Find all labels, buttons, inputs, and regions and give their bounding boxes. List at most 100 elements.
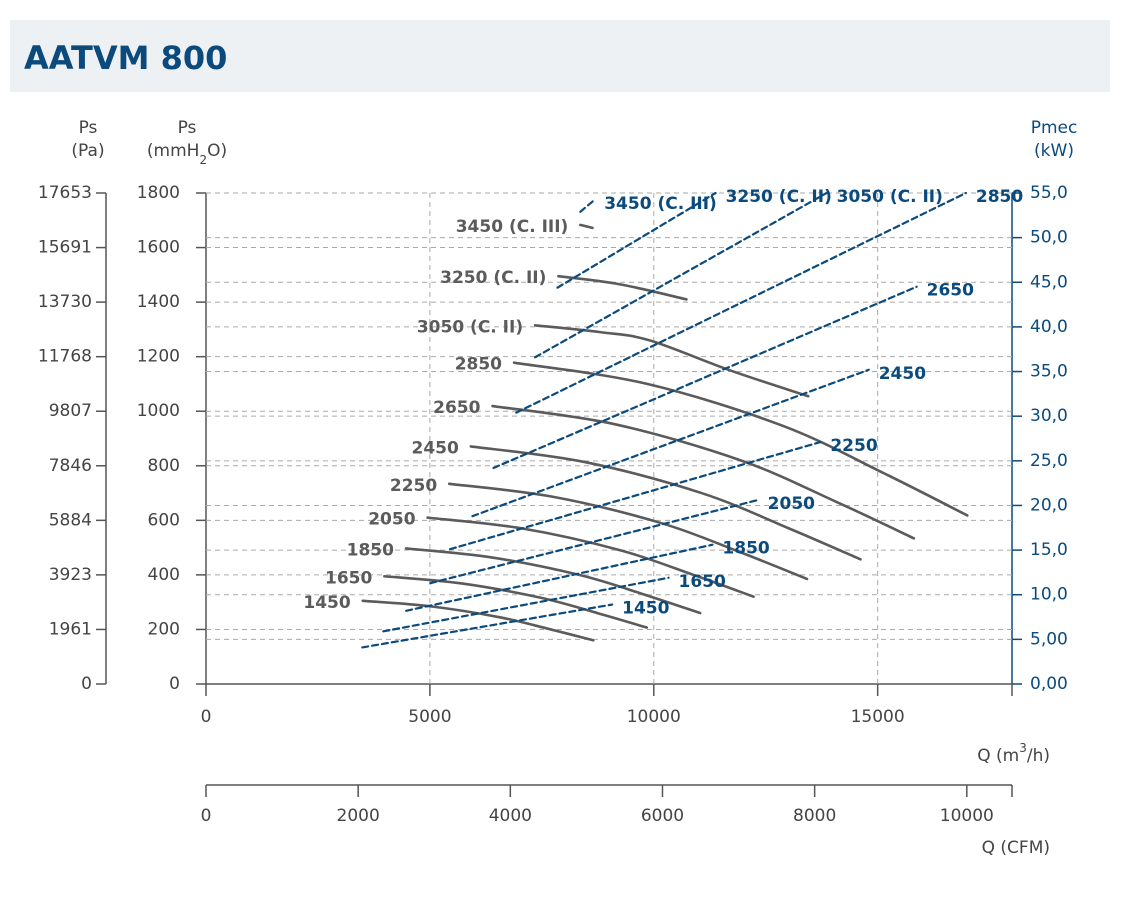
pressure-curve-label: 1850 [347,540,394,560]
header-band [10,20,1110,92]
y2-tick-label: 0,00 [1030,674,1068,694]
y-tick-label: 200 [148,619,180,639]
power-curve-label: 3450 (C. III) [604,194,717,214]
y3-tick-label: 5884 [49,510,92,530]
power-curve [429,498,759,585]
x-label-sup: 3 [1019,741,1027,755]
pressure-curve-label: 3250 (C. II) [440,268,546,288]
y3-tick-label: 0 [81,674,92,694]
power-curve [492,285,918,470]
x2-tick-label: 6000 [641,806,684,826]
y-tick-label: 400 [148,565,180,585]
y3-label: Ps [79,118,98,138]
pressure-curve [491,404,916,540]
x2-tick-label: 0 [201,806,212,826]
power-curve-label: 1850 [722,539,769,559]
power-curve-label: 2650 [927,281,974,301]
y3-tick-label: 3923 [49,565,92,585]
power-curve [382,576,670,633]
y2-label: Pmec [1031,118,1078,138]
x2-tick-label: 8000 [793,806,836,826]
y2-unit: (kW) [1034,141,1074,161]
y3-tick-label: 9807 [49,401,92,421]
y2-tick-label: 55,0 [1030,183,1068,203]
y2-tick-label: 30,0 [1030,406,1068,426]
power-curve [556,191,717,289]
y2-tick-label: 10,0 [1030,585,1068,605]
power-curve-label: 3250 (C. II) [726,187,832,207]
y-unit: (mmH2O) [147,141,227,167]
power-curve-label: 2450 [879,364,926,384]
power-curve-label: 3050 (C. II) [837,187,943,207]
y-label: Ps [178,118,197,138]
pressure-curve [512,361,969,517]
y3-tick-label: 13730 [38,292,92,312]
power-curve-label: 1650 [679,572,726,592]
x2-tick-label: 2000 [337,806,380,826]
y3-tick-label: 15691 [38,238,92,258]
pressure-curve-label: 2450 [411,438,458,458]
power-curve-label: 2250 [830,436,877,456]
y3-tick-label: 11768 [38,347,92,367]
y-unit-part: O) [207,141,227,161]
y2-tick-label: 20,0 [1030,495,1068,515]
x-tick-label: 5000 [408,707,451,727]
y-tick-label: 1400 [137,292,180,312]
x-label-part: /h) [1027,746,1050,766]
power-curve [471,368,870,518]
y3-tick-label: 7846 [49,456,92,476]
pressure-curve-label: 2050 [368,510,415,530]
power-curve [579,199,596,213]
pressure-curve-label: 2250 [390,476,437,496]
pressure-curve-label: 1450 [303,593,350,613]
x-tick-label: 15000 [851,707,905,727]
power-curve [534,191,828,359]
y3-tick-label: 17653 [38,183,92,203]
y-tick-label: 1000 [137,401,180,421]
y-unit-part: (mmH [147,141,200,161]
pressure-curve [557,274,688,301]
x2-tick-label: 10000 [940,806,994,826]
y-tick-label: 600 [148,510,180,530]
x-label-part: Q (m [977,746,1019,766]
x-tick-label: 10000 [627,707,681,727]
power-curve [515,191,967,414]
y-tick-label: 1600 [137,238,180,258]
pressure-curve-label: 3450 (C. III) [456,217,569,237]
y3-unit: (Pa) [71,141,104,161]
pressure-curve [533,323,810,398]
x2-label: Q (CFM) [982,838,1050,858]
power-curve-label: 2050 [768,494,815,514]
power-curve-label: 2850 [976,187,1023,207]
pressure-curve-label: 3050 (C. II) [417,317,523,337]
pressure-curve-label: 2650 [433,398,480,418]
y-unit-sub: 2 [199,153,207,167]
x-tick-label: 0 [201,707,212,727]
power-curve [361,603,614,649]
y2-tick-label: 35,0 [1030,362,1068,382]
pressure-curve [383,574,649,629]
pressure-curve [579,223,594,230]
y2-tick-label: 40,0 [1030,317,1068,337]
chart-title: AATVM 800 [24,39,227,77]
pressure-curve [426,516,755,599]
y2-tick-label: 15,0 [1030,540,1068,560]
pressure-curve [447,482,809,581]
y-tick-label: 1800 [137,183,180,203]
y-tick-label: 800 [148,456,180,476]
y2-tick-label: 50,0 [1030,228,1068,248]
y2-tick-label: 25,0 [1030,451,1068,471]
power-curve [405,543,714,612]
y-tick-label: 0 [169,674,180,694]
y2-tick-label: 45,0 [1030,272,1068,292]
y-tick-label: 1200 [137,347,180,367]
pressure-curve [469,445,862,561]
power-curve-label: 1450 [622,599,669,619]
power-curve [448,440,822,551]
pressure-curve-label: 2850 [455,355,502,375]
y2-tick-label: 5,00 [1030,629,1068,649]
x-label: Q (m3/h) [977,741,1050,767]
x2-tick-label: 4000 [489,806,532,826]
y3-tick-label: 1961 [49,619,92,639]
